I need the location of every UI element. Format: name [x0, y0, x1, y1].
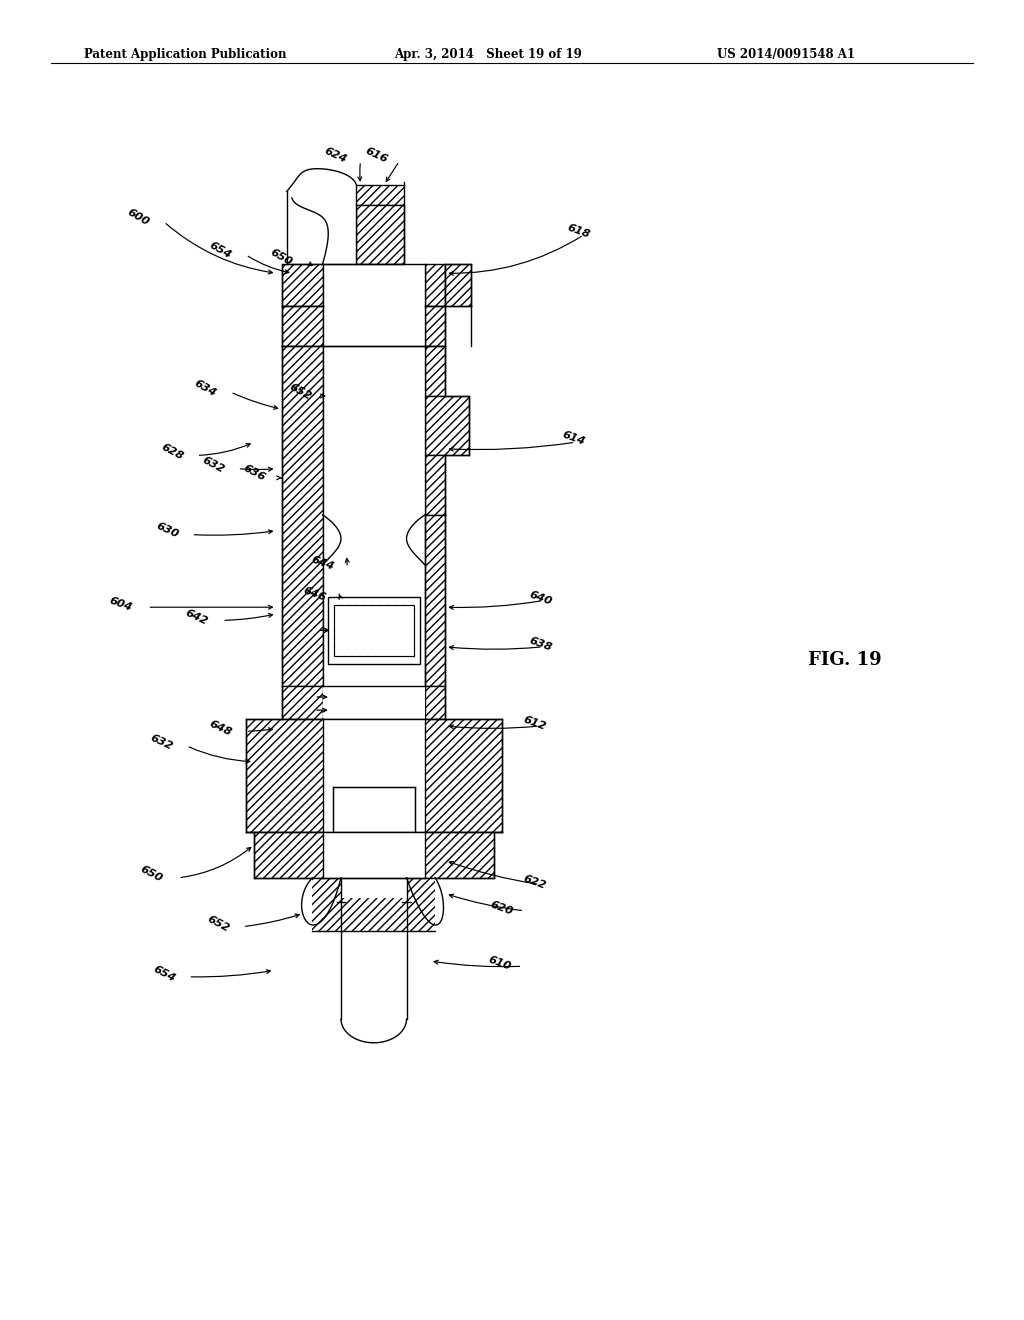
Bar	[287, 205, 356, 264]
Bar	[356, 205, 404, 264]
Bar	[312, 878, 435, 931]
Text: 604: 604	[108, 595, 134, 614]
Text: 650: 650	[139, 863, 164, 884]
Bar	[425, 396, 469, 455]
Text: 630: 630	[154, 521, 180, 540]
Bar	[425, 264, 445, 306]
Bar	[323, 306, 425, 346]
Bar	[425, 455, 445, 515]
Bar	[425, 686, 445, 719]
Text: 634: 634	[193, 378, 217, 399]
Bar	[356, 185, 404, 205]
Text: Patent Application Publication: Patent Application Publication	[84, 48, 287, 61]
Text: 614: 614	[560, 429, 587, 447]
Bar	[282, 264, 323, 306]
Text: 638: 638	[527, 635, 554, 653]
Text: 654: 654	[152, 964, 176, 985]
Text: Apr. 3, 2014   Sheet 19 of 19: Apr. 3, 2014 Sheet 19 of 19	[394, 48, 582, 61]
Bar	[246, 719, 502, 832]
Text: 612: 612	[521, 714, 548, 733]
Text: 654: 654	[208, 240, 232, 261]
Text: 616: 616	[364, 147, 390, 165]
Text: 646: 646	[301, 585, 328, 603]
Bar	[334, 605, 414, 656]
Bar	[333, 787, 415, 832]
Text: 628: 628	[160, 441, 184, 462]
Text: 624: 624	[323, 147, 349, 165]
Bar	[425, 346, 445, 396]
Bar	[323, 686, 425, 719]
Text: 632: 632	[148, 733, 175, 751]
Bar	[282, 686, 323, 719]
Text: US 2014/0091548 A1: US 2014/0091548 A1	[717, 48, 855, 61]
Text: 652: 652	[288, 381, 312, 403]
Text: 622: 622	[521, 873, 548, 891]
Text: 652: 652	[206, 913, 230, 935]
Text: 618: 618	[565, 222, 592, 240]
Text: 640: 640	[527, 589, 554, 607]
Text: 642: 642	[183, 609, 210, 627]
Bar	[334, 605, 414, 656]
Bar	[282, 346, 323, 686]
Bar	[445, 264, 471, 306]
Text: 648: 648	[207, 719, 233, 738]
Bar	[312, 878, 435, 931]
Bar	[328, 597, 420, 664]
Bar	[323, 719, 425, 832]
Text: 636: 636	[242, 462, 266, 483]
Text: 644: 644	[309, 554, 336, 573]
Text: FIG. 19: FIG. 19	[808, 651, 882, 669]
Bar	[323, 832, 425, 878]
Text: 610: 610	[486, 954, 513, 973]
Bar	[425, 515, 445, 686]
Text: 650: 650	[269, 247, 294, 268]
Bar	[254, 832, 494, 878]
Text: 632: 632	[201, 454, 225, 475]
Bar	[323, 264, 425, 306]
Bar	[282, 306, 323, 346]
Bar	[323, 346, 425, 686]
Bar	[341, 878, 407, 898]
Text: 620: 620	[488, 899, 515, 917]
Bar	[425, 306, 445, 346]
Text: 600: 600	[126, 207, 151, 228]
